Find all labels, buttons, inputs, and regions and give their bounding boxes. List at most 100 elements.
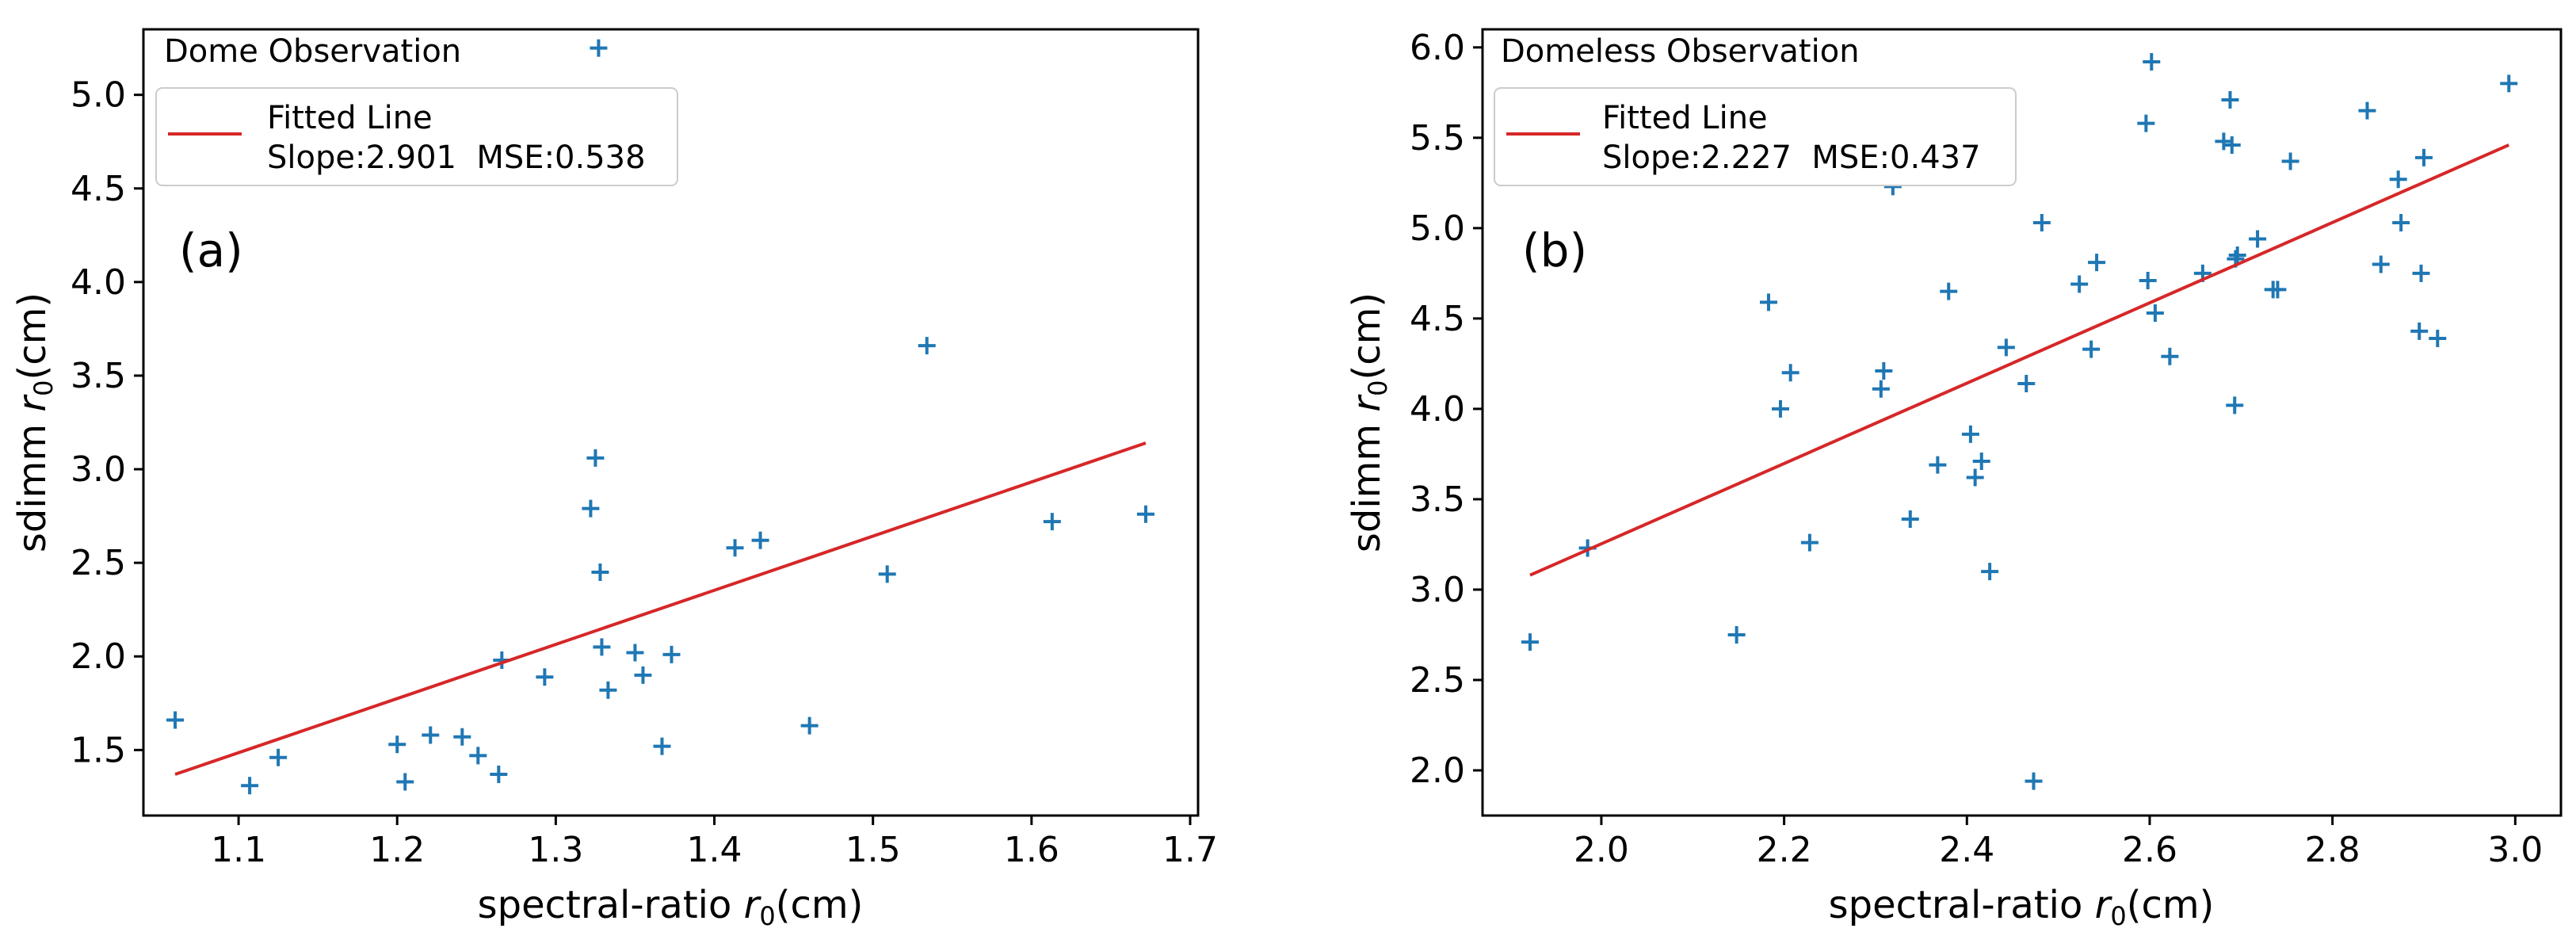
data-point — [582, 499, 600, 518]
data-point — [1875, 362, 1893, 380]
chart-title-dome: Dome Observation — [164, 33, 461, 70]
x-axis-unit: (cm) — [2127, 883, 2215, 927]
data-point — [2221, 90, 2239, 109]
data-point — [2025, 772, 2043, 790]
fitted-line-domeless — [1529, 143, 2510, 577]
data-point — [2358, 101, 2376, 120]
data-point — [1981, 563, 1999, 581]
y-axis-r0-subscript: 0 — [29, 380, 59, 395]
data-point — [626, 644, 644, 662]
y-tick-label: 2.0 — [1410, 751, 1465, 791]
y-axis-r0-symbol: r — [10, 394, 55, 412]
data-point — [591, 563, 609, 581]
scatter-points-domeless — [1521, 53, 2518, 790]
legend-entry-dome: Fitted Line — [267, 100, 433, 136]
x-tick-label: 3.0 — [2487, 830, 2543, 870]
data-point — [2139, 271, 2157, 289]
data-point — [2269, 281, 2287, 299]
data-point — [2389, 170, 2407, 189]
chart-panel-dome: 1.1 1.2 1.3 1.4 1.5 1.6 1.7 1.5 2.0 2.5 3.0 3.5 4.0… — [10, 28, 1218, 931]
data-point — [653, 737, 671, 755]
data-point — [469, 747, 487, 765]
legend-domeless: Fitted Line Slope:2.227 MSE:0.437 — [1494, 87, 2017, 186]
axes-frame-domeless — [1481, 28, 2563, 817]
y-axis-label-text: sdimm — [10, 424, 55, 552]
data-point — [1772, 399, 1790, 418]
data-point — [2429, 329, 2447, 347]
legend-dome: Fitted Line Slope:2.901 MSE:0.538 — [155, 87, 678, 186]
chart-panel-domeless: 2.0 2.2 2.4 2.6 2.8 3.0 2.0 2.5 3.0 3.5 4.0 4.5 5.0… — [1345, 28, 2563, 931]
legend-box-domeless — [1494, 87, 2017, 186]
x-axis-label-domeless: spectral-ratio r0(cm) — [1829, 883, 2215, 931]
fitted-line-dome — [174, 441, 1147, 776]
x-axis-r0-subscript: 0 — [2110, 901, 2126, 931]
x-axis-label-text: spectral-ratio — [1829, 883, 2083, 927]
data-point — [1872, 380, 1890, 398]
data-point — [586, 449, 605, 467]
axes-frame-dome — [142, 28, 1200, 817]
data-point — [490, 766, 508, 784]
x-tick-label: 1.1 — [211, 830, 266, 870]
data-point — [2249, 230, 2267, 248]
data-point — [1966, 468, 1984, 487]
data-point — [800, 716, 819, 735]
scatter-points-dome — [166, 39, 1154, 795]
y-tick-label: 5.0 — [1410, 208, 1465, 249]
y-tick-label: 3.0 — [71, 449, 126, 490]
x-tick-label: 1.5 — [845, 830, 901, 870]
data-point — [590, 39, 608, 57]
data-point — [2281, 152, 2299, 170]
data-point — [166, 711, 185, 729]
y-axis-unit: (cm) — [10, 292, 55, 380]
data-point — [593, 638, 611, 656]
y-tick-label: 2.5 — [71, 543, 126, 583]
y-tick-label: 5.5 — [1410, 118, 1465, 159]
y-tick-label: 3.0 — [1410, 570, 1465, 610]
y-axis-r0-subscript: 0 — [1363, 380, 1393, 395]
data-point — [453, 728, 471, 746]
data-point — [599, 681, 617, 699]
data-point — [2017, 374, 2036, 392]
data-point — [2500, 74, 2518, 93]
data-point — [634, 666, 652, 684]
x-tick-label: 2.4 — [1939, 830, 1994, 870]
data-point — [241, 777, 259, 795]
y-axis-r0-symbol: r — [1345, 394, 1389, 412]
y-tick-label: 4.5 — [1410, 299, 1465, 339]
data-point — [536, 668, 554, 686]
x-ticks-dome: 1.1 1.2 1.3 1.4 1.5 1.6 1.7 — [211, 816, 1218, 870]
data-point — [2414, 148, 2433, 166]
data-point — [2228, 246, 2246, 265]
x-ticks-domeless: 2.0 2.2 2.4 2.6 2.8 3.0 — [1574, 816, 2543, 870]
x-tick-label: 1.2 — [369, 830, 425, 870]
y-tick-label: 5.0 — [71, 75, 126, 116]
data-point — [2372, 255, 2390, 273]
y-axis-unit: (cm) — [1345, 292, 1389, 380]
x-axis-r0-subscript: 0 — [759, 901, 775, 931]
data-point — [2392, 214, 2410, 232]
data-point — [388, 735, 406, 754]
y-axis-label-dome: sdimm r0(cm) — [10, 292, 59, 552]
y-tick-label: 3.5 — [1410, 479, 1465, 520]
x-axis-label-text: spectral-ratio — [478, 883, 732, 927]
data-point — [2070, 275, 2089, 293]
y-axis-label-text: sdimm — [1345, 424, 1389, 552]
data-point — [1727, 625, 1746, 644]
data-point — [2412, 264, 2430, 282]
y-ticks-domeless: 2.0 2.5 3.0 3.5 4.0 4.5 5.0 5.5 6.0 — [1410, 28, 1483, 791]
x-axis-label-dome: spectral-ratio r0(cm) — [478, 883, 864, 931]
data-point — [1521, 633, 1539, 651]
x-tick-label: 2.2 — [1757, 830, 1812, 870]
y-tick-label: 6.0 — [1410, 28, 1465, 68]
data-point — [1901, 510, 1919, 529]
x-axis-unit: (cm) — [776, 883, 864, 927]
data-point — [1940, 282, 1958, 300]
data-point — [1136, 505, 1154, 523]
y-tick-label: 1.5 — [71, 730, 126, 770]
chart-title-domeless: Domeless Observation — [1501, 33, 1860, 70]
data-point — [1781, 364, 1799, 382]
legend-stats-domeless: Slope:2.227 MSE:0.437 — [1602, 139, 1981, 176]
x-tick-label: 2.6 — [2122, 830, 2177, 870]
data-point — [1929, 456, 1947, 474]
